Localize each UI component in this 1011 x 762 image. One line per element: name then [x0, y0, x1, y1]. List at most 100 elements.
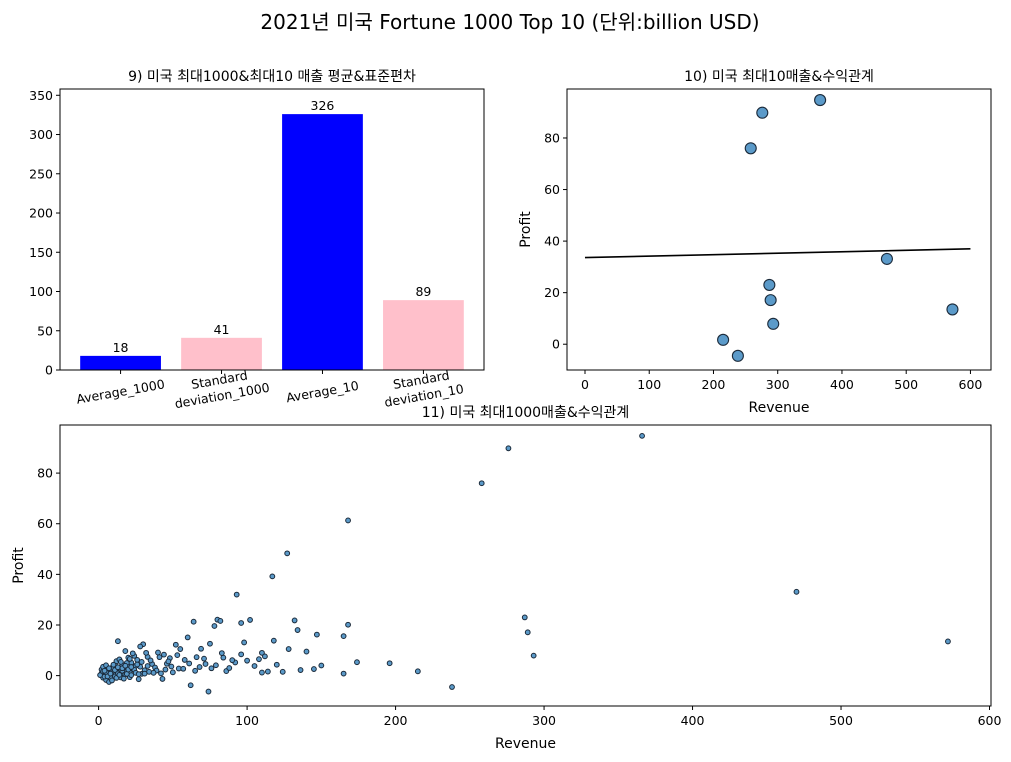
top1000-point: [213, 662, 219, 669]
top1000-point: [147, 657, 154, 664]
top10-frame: [566, 88, 992, 371]
top10-point: [731, 349, 744, 362]
top1000-point: [128, 664, 135, 670]
top10-fit-line: [584, 248, 971, 259]
top1000-point: [120, 675, 127, 682]
top10-xtick-label: 500: [894, 377, 918, 392]
top10-ytick-label: 80: [544, 130, 560, 145]
top1000-point: [196, 664, 203, 670]
top10-xtick-label: 100: [637, 377, 661, 392]
top1000-point: [259, 669, 265, 676]
bar-chart-title: 9) 미국 최대1000&최대10 매출 평균&표준편차: [128, 69, 416, 85]
top1000-point: [180, 665, 187, 672]
top1000-point: [294, 627, 301, 633]
bar-ytick-label: 350: [29, 88, 53, 103]
bar-category-label: Standarddeviation_10: [380, 365, 464, 409]
top1000-point: [226, 665, 233, 671]
top1000-point: [218, 650, 225, 656]
top10-ylabel: Profit: [518, 211, 534, 248]
top1000-point: [291, 617, 298, 624]
top1000-point: [478, 480, 485, 487]
bar-ytick-label: 50: [37, 323, 53, 338]
top1000-point: [521, 614, 528, 621]
bar-category-label-line: Average_10: [285, 378, 360, 406]
top1000-point: [159, 676, 166, 682]
top10-point: [744, 142, 757, 155]
top1000-point: [172, 641, 179, 648]
top1000-point: [143, 649, 150, 656]
top1000-point: [116, 671, 123, 678]
top1000-point: [285, 646, 292, 652]
top1000-point: [238, 620, 245, 626]
top1000-point: [122, 662, 129, 669]
top10-xtick-label: 200: [702, 377, 726, 392]
top1000-point: [158, 670, 164, 677]
top1000-point: [186, 660, 193, 667]
top1000-xtick-label: 0: [95, 713, 103, 728]
top1000-point: [793, 588, 800, 595]
top1000-point: [205, 688, 212, 695]
top1000-point: [386, 660, 393, 667]
top1000-point: [264, 668, 271, 675]
top1000-point: [101, 667, 108, 674]
top1000-point: [273, 661, 280, 668]
top1000-point: [524, 629, 531, 636]
top1000-point: [187, 682, 194, 689]
top1000-point: [345, 621, 351, 628]
bar-chart-panel: 9) 미국 최대1000&최대10 매출 평균&표준편차 18 Average_10…: [29, 69, 485, 411]
top1000-point: [297, 667, 304, 673]
top1000-point: [135, 671, 142, 678]
top1000-point: [340, 670, 347, 677]
bar-ytick-label: 0: [45, 363, 53, 378]
top1000-xtick-label: 100: [235, 713, 259, 728]
top1000-point: [129, 650, 136, 657]
bar: [282, 114, 363, 371]
top1000-point: [269, 573, 276, 580]
top1000-point: [192, 667, 199, 674]
top1000-point: [313, 631, 320, 638]
top1000-point: [110, 661, 117, 668]
top10-point: [763, 278, 776, 291]
bar-category-label: Average_1000: [75, 376, 166, 406]
top10-ytick-label: 60: [544, 182, 560, 197]
top1000-point: [115, 638, 121, 645]
top1000-point: [262, 653, 268, 660]
top1000-point: [109, 677, 115, 684]
top10-point: [756, 106, 769, 119]
top10-xtick-label: 600: [959, 377, 983, 392]
top1000-point: [117, 659, 124, 665]
top1000-ytick-label: 80: [37, 466, 53, 481]
top1000-point: [181, 657, 188, 663]
top1000-point: [174, 652, 181, 659]
top1000-point: [530, 652, 537, 659]
bar-value-label: 41: [214, 322, 230, 337]
top1000-ylabel: Profit: [11, 547, 27, 584]
top1000-point: [138, 659, 145, 665]
top1000-point: [137, 643, 144, 650]
top1000-scatter-panel: 0 20 40 60 80 0 100 200 300 400 500 600 Revenue Profi…: [11, 405, 1001, 752]
bar-value-label: 326: [311, 98, 335, 113]
top10-point: [767, 317, 780, 330]
bar-value-label: 89: [415, 284, 431, 299]
bar: [181, 337, 262, 370]
bar-value-label: 18: [113, 340, 129, 355]
top1000-point: [134, 661, 141, 668]
bar-frame: [59, 88, 485, 371]
top1000-point: [177, 646, 184, 652]
top10-xtick-label: 300: [766, 377, 790, 392]
top1000-point: [156, 654, 163, 661]
top1000-point: [318, 662, 325, 669]
bar-ytick-label: 300: [29, 127, 53, 142]
top1000-point: [247, 617, 253, 623]
top1000-point: [135, 676, 142, 683]
top1000-point: [945, 638, 951, 645]
top1000-ytick-label: 20: [37, 617, 53, 632]
top1000-point: [284, 550, 291, 557]
bar-category-label: Standarddeviation_1000: [171, 364, 271, 411]
top1000-point: [244, 657, 250, 664]
top10-point: [946, 303, 959, 316]
top1000-point: [639, 432, 645, 439]
top1000-point: [505, 445, 512, 452]
top1000-point: [106, 665, 112, 672]
top1000-point: [150, 669, 157, 676]
